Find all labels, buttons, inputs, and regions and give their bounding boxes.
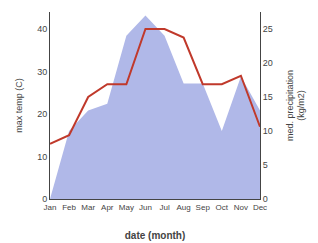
svg-text:Jul: Jul <box>159 203 169 212</box>
svg-text:max temp (C): max temp (C) <box>14 78 24 133</box>
svg-text:Jan: Jan <box>44 203 57 212</box>
svg-text:med. precipitation(kg/m2): med. precipitation(kg/m2) <box>285 70 307 141</box>
svg-text:25: 25 <box>263 24 273 34</box>
svg-text:May: May <box>119 203 134 212</box>
svg-text:15: 15 <box>263 92 273 102</box>
svg-text:0: 0 <box>263 194 268 204</box>
svg-text:Mar: Mar <box>81 203 95 212</box>
svg-text:20: 20 <box>37 109 47 119</box>
svg-text:5: 5 <box>263 160 268 170</box>
svg-text:date (month): date (month) <box>125 230 186 241</box>
svg-text:30: 30 <box>37 67 47 77</box>
svg-text:Apr: Apr <box>101 203 114 212</box>
svg-text:Aug: Aug <box>177 203 191 212</box>
svg-text:10: 10 <box>37 152 47 162</box>
svg-text:Oct: Oct <box>216 203 229 212</box>
svg-text:Dec: Dec <box>253 203 267 212</box>
svg-text:10: 10 <box>263 126 273 136</box>
svg-text:40: 40 <box>37 24 47 34</box>
svg-text:Jun: Jun <box>139 203 152 212</box>
svg-text:Nov: Nov <box>234 203 248 212</box>
svg-text:Feb: Feb <box>62 203 76 212</box>
svg-text:Sep: Sep <box>196 203 211 212</box>
svg-text:0: 0 <box>42 194 47 204</box>
svg-text:20: 20 <box>263 58 273 68</box>
